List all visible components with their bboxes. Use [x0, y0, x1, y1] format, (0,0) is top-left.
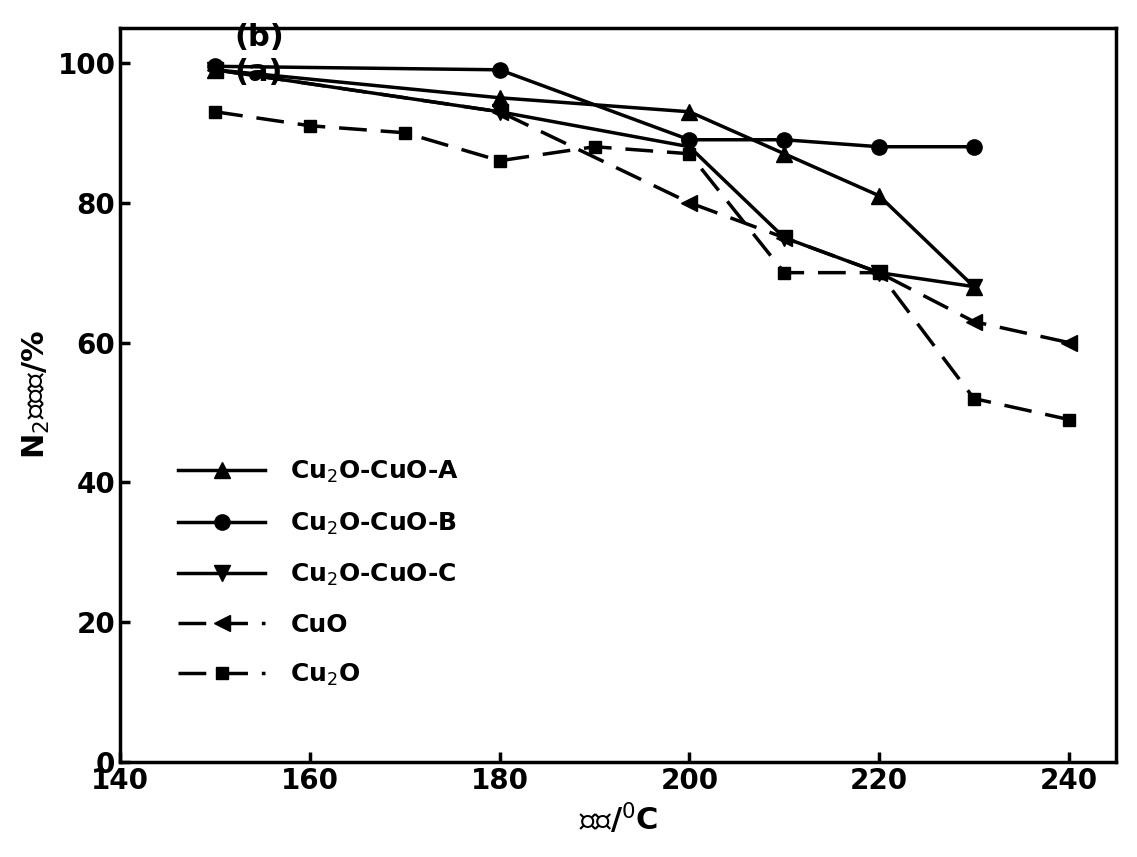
- Line: Cu$_2$O-CuO-C: Cu$_2$O-CuO-C: [208, 63, 981, 294]
- Cu$_2$O-CuO-A: [208, 64, 222, 75]
- Cu$_2$O-CuO-B: [492, 64, 506, 75]
- CuO: [682, 198, 696, 208]
- Legend: Cu$_2$O-CuO-A, Cu$_2$O-CuO-B, Cu$_2$O-CuO-C, CuO, Cu$_2$O: Cu$_2$O-CuO-A, Cu$_2$O-CuO-B, Cu$_2$O-Cu…: [152, 434, 484, 713]
- Cu$_2$O-CuO-B: [778, 135, 791, 145]
- Cu$_2$O-CuO-C: [208, 64, 222, 75]
- Cu$_2$O-CuO-A: [778, 148, 791, 159]
- Cu$_2$O: [778, 267, 791, 278]
- Cu$_2$O: [1062, 415, 1076, 425]
- Cu$_2$O-CuO-B: [208, 61, 222, 71]
- Line: Cu$_2$O-CuO-A: Cu$_2$O-CuO-A: [208, 63, 981, 294]
- Y-axis label: N$_2$选择性/%: N$_2$选择性/%: [20, 331, 52, 459]
- Line: CuO: CuO: [208, 63, 1077, 351]
- Cu$_2$O: [682, 148, 696, 159]
- Cu$_2$O-CuO-C: [682, 141, 696, 152]
- X-axis label: 温度/$^0$C: 温度/$^0$C: [579, 800, 658, 836]
- Cu$_2$O: [588, 141, 601, 152]
- Text: (b): (b): [234, 23, 284, 52]
- Text: (a): (a): [234, 58, 283, 87]
- Cu$_2$O-CuO-A: [872, 190, 886, 201]
- Cu$_2$O-CuO-C: [872, 267, 886, 278]
- Cu$_2$O-CuO-B: [872, 141, 886, 152]
- Cu$_2$O: [398, 128, 412, 138]
- Cu$_2$O: [208, 106, 222, 117]
- Cu$_2$O: [304, 121, 317, 131]
- CuO: [492, 106, 506, 117]
- Cu$_2$O-CuO-C: [492, 106, 506, 117]
- Cu$_2$O-CuO-B: [682, 135, 696, 145]
- Cu$_2$O: [968, 393, 981, 404]
- Cu$_2$O: [872, 267, 886, 278]
- CuO: [208, 64, 222, 75]
- Cu$_2$O-CuO-A: [682, 106, 696, 117]
- Cu$_2$O-CuO-A: [492, 93, 506, 103]
- Cu$_2$O: [492, 156, 506, 166]
- CuO: [1062, 338, 1076, 348]
- CuO: [778, 232, 791, 243]
- Cu$_2$O-CuO-A: [968, 281, 981, 291]
- Line: Cu$_2$O: Cu$_2$O: [209, 105, 1074, 426]
- Cu$_2$O-CuO-B: [968, 141, 981, 152]
- Cu$_2$O-CuO-C: [778, 232, 791, 243]
- Line: Cu$_2$O-CuO-B: Cu$_2$O-CuO-B: [208, 58, 981, 154]
- Cu$_2$O-CuO-C: [968, 281, 981, 291]
- CuO: [968, 316, 981, 327]
- CuO: [872, 267, 886, 278]
